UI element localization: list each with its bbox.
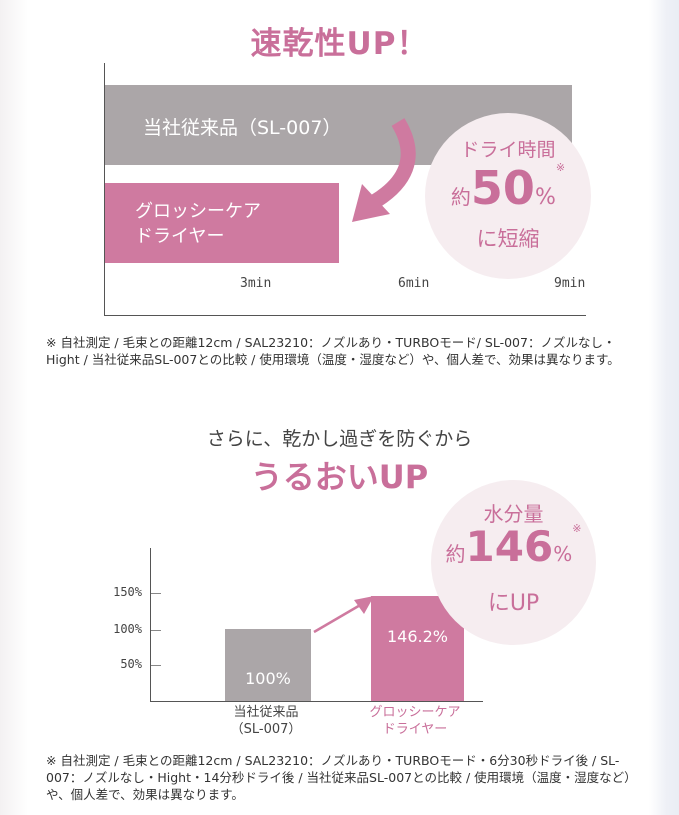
dry-time-badge: ドライ時間 約50% ※ に短縮: [425, 113, 591, 279]
chart2-bar-conventional: 100%: [225, 629, 311, 701]
chart2-tickmark-150: [151, 593, 161, 594]
moisture-badge-value: 146: [465, 522, 554, 571]
section1-title: 速乾性UP！: [250, 26, 429, 62]
moisture-badge-mark: ※: [572, 522, 582, 535]
chart1-bar-conventional-label: 当社従来品（SL-007）: [143, 117, 342, 139]
dry-time-badge-mark: ※: [555, 161, 566, 174]
right-edge-shade: [649, 0, 679, 815]
chart2-bar-glossy-value: 146.2%: [386, 627, 448, 646]
dry-time-badge-unit: %: [534, 185, 556, 210]
chart1-y-axis: [104, 63, 105, 316]
chart1-tick-9min: 9min: [554, 276, 586, 291]
chart2-tickmark-100: [151, 630, 161, 631]
moisture-badge: 水分量 約146% ※ にUP: [431, 480, 596, 645]
moisture-badge-unit: %: [553, 542, 573, 566]
section2-subtitle: さらに、乾かし過ぎを防ぐから: [206, 428, 473, 450]
section1-footnote: ※ 自社測定 / 毛束との距離12cm / SAL23210：ノズルあり・TUR…: [46, 335, 620, 367]
chart2-bar-conventional-value: 100%: [245, 669, 291, 688]
chart2-ytick-50: 50%: [120, 657, 142, 671]
dry-time-badge-value: 50: [470, 161, 535, 215]
chart1-bar-glossy-label: グロッシーケア ドライヤー: [135, 201, 261, 247]
chart1-x-axis: [104, 315, 586, 316]
dry-time-badge-prefix: 約: [450, 185, 471, 209]
chart1-tick-3min: 3min: [240, 276, 272, 291]
moisture-badge-suffix: にUP: [487, 591, 540, 616]
chart2-tickmark-50: [151, 665, 161, 666]
left-edge-shade: [0, 0, 28, 815]
curved-arrow-icon: [352, 118, 416, 222]
up-arrow-icon: [313, 596, 374, 634]
dry-time-badge-label: ドライ時間: [460, 139, 556, 161]
dry-time-badge-value-row: 約50% ※: [425, 161, 591, 215]
moisture-badge-value-row: 約146% ※: [431, 522, 596, 571]
chart2-ytick-100: 100%: [113, 622, 142, 636]
chart2-y-axis: [150, 548, 151, 702]
chart1-bar-glossy: グロッシーケア ドライヤー: [105, 183, 339, 263]
moisture-badge-label: 水分量: [483, 502, 544, 526]
section2-title: うるおいUP: [250, 458, 429, 496]
section2-footnote: ※ 自社測定 / 毛束との距離12cm / SAL23210：ノズルあり・TUR…: [46, 753, 631, 802]
chart2-ytick-150: 150%: [113, 585, 142, 599]
chart2-category-conventional: 当社従来品 （SL-007）: [230, 705, 302, 737]
chart1-tick-6min: 6min: [398, 276, 430, 291]
chart2-category-glossy: グロッシーケア ドライヤー: [369, 705, 461, 737]
chart2-x-axis: [150, 701, 483, 702]
moisture-badge-prefix: 約: [445, 542, 466, 566]
dry-time-badge-suffix: に短縮: [476, 227, 540, 251]
